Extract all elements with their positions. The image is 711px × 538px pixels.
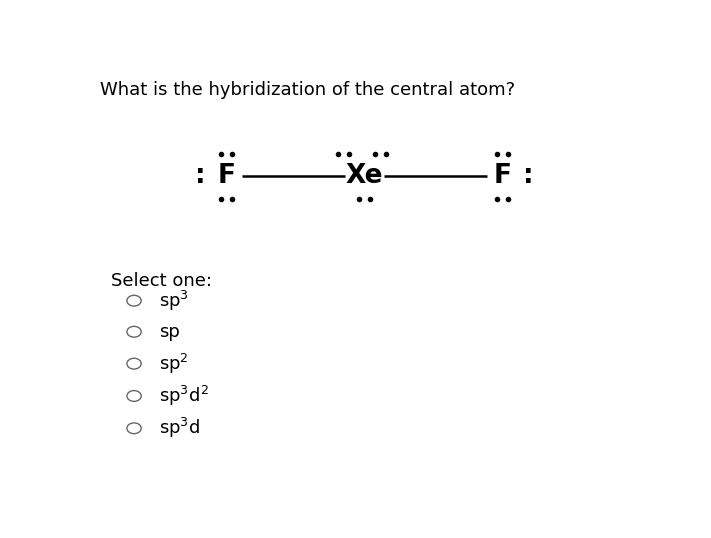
- Text: F: F: [218, 164, 235, 189]
- Text: :: :: [523, 164, 534, 189]
- Text: Select one:: Select one:: [111, 272, 212, 289]
- Text: What is the hybridization of the central atom?: What is the hybridization of the central…: [100, 81, 515, 99]
- Text: sp$^3$d: sp$^3$d: [159, 416, 201, 440]
- Text: Xe: Xe: [346, 164, 383, 189]
- Text: sp$^2$: sp$^2$: [159, 352, 189, 376]
- Text: sp$^3$d$^2$: sp$^3$d$^2$: [159, 384, 209, 408]
- Text: sp: sp: [159, 323, 181, 341]
- Text: F: F: [493, 164, 511, 189]
- Text: sp$^3$: sp$^3$: [159, 289, 189, 313]
- Text: :: :: [195, 164, 205, 189]
